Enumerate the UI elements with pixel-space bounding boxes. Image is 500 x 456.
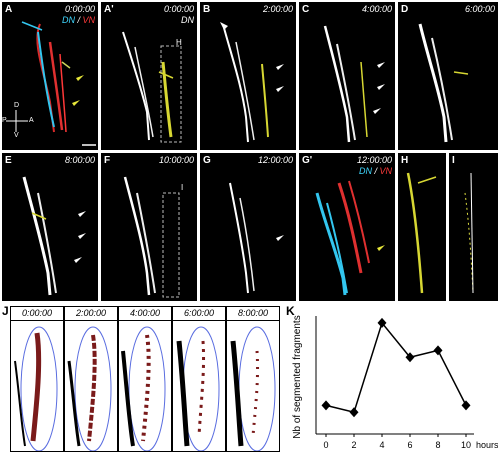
time-label: 8:00:00	[227, 307, 279, 321]
panel-label: A	[5, 4, 13, 15]
time-label: 4:00:00	[119, 307, 171, 321]
panel-h: H	[398, 153, 446, 301]
arrow-icon	[276, 235, 284, 241]
neuron-image-b	[220, 22, 284, 143]
x-tick-label: 10	[461, 440, 471, 450]
panel-g-prime: G' 12:00:00 DN / VN	[299, 153, 395, 301]
panel-label: A'	[104, 4, 114, 15]
time-label: 8:00:00	[64, 155, 95, 165]
x-tick-label: 2	[351, 440, 356, 450]
legend: DN / VN	[61, 15, 95, 25]
panel-j-frame: 8:00:00	[226, 306, 280, 452]
panel-e: E 8:00:00	[2, 153, 98, 301]
time-label: 4:00:00	[361, 4, 392, 14]
arrow-icon	[377, 245, 385, 251]
arrow-icon	[78, 211, 86, 217]
time-label: 10:00:00	[158, 155, 194, 165]
time-label: 0:00:00	[11, 307, 63, 321]
segmentation-image	[14, 326, 58, 451]
legend: DN / VN	[358, 166, 392, 176]
panel-label: B	[203, 4, 211, 15]
arrow-icon	[276, 64, 284, 70]
panel-b: B 2:00:00	[200, 2, 296, 150]
arrow-icon	[377, 62, 385, 68]
panel-i: I	[449, 153, 498, 301]
arrow-icon	[74, 257, 82, 263]
neuron-image-g	[229, 182, 284, 294]
panel-label: D	[401, 4, 409, 15]
x-axis-label: hours	[476, 440, 498, 450]
panel-label: G'	[302, 155, 313, 166]
neuron-image-i	[464, 172, 474, 294]
time-label: 12:00:00	[257, 155, 293, 165]
axis-a-label: A	[29, 117, 34, 124]
panel-label: I	[452, 155, 455, 166]
x-tick-label: 0	[323, 440, 328, 450]
panel-d: D 6:00:00	[398, 2, 498, 150]
arrow-icon	[377, 84, 385, 90]
neuron-image-e	[22, 176, 86, 296]
data-point	[321, 400, 331, 411]
time-label: 2:00:00	[262, 4, 293, 14]
data-point	[377, 317, 387, 328]
box-i-label: I	[181, 183, 184, 192]
panel-j-frame: 4:00:00	[118, 306, 172, 452]
data-point	[433, 345, 443, 356]
panel-label: F	[104, 155, 111, 166]
panel-f: F 10:00:00 I	[101, 153, 197, 301]
data-point	[349, 407, 359, 418]
neuron-image-d	[418, 23, 469, 143]
box-h-label: H	[176, 38, 182, 47]
panel-label: E	[5, 155, 12, 166]
neuron-image-a-prime	[122, 31, 182, 143]
box-i	[162, 192, 180, 298]
panel-a: A 0:00:00 DN / VN D V P A	[2, 2, 98, 150]
neuron-image-g-prime	[315, 180, 385, 296]
segmentation-image	[230, 326, 276, 451]
time-label: 0:00:00	[64, 4, 95, 14]
neuron-image-f	[123, 176, 180, 298]
series-line	[325, 321, 467, 414]
panel-label: G	[203, 155, 211, 166]
legend: DN	[181, 15, 194, 25]
panel-j-frame: 6:00:00	[172, 306, 226, 452]
arrow-icon	[373, 108, 381, 114]
time-label: 6:00:00	[464, 4, 495, 14]
panel-j-frame: 0:00:00	[10, 306, 64, 452]
segmentation-image	[121, 326, 166, 451]
time-label: 12:00:00	[356, 155, 392, 165]
neuron-image-a	[6, 21, 96, 146]
panel-a-prime: A' 0:00:00 DN H	[101, 2, 197, 150]
axis-p-label: P	[2, 117, 7, 124]
x-tick-label: 8	[435, 440, 440, 450]
panel-g: G 12:00:00	[200, 153, 296, 301]
data-point	[461, 400, 471, 411]
time-label: 0:00:00	[163, 4, 194, 14]
segmentation-image	[176, 326, 220, 451]
y-axis-label: Nb of segmented fragments	[292, 315, 303, 438]
axis-d-label: D	[14, 102, 20, 109]
panel-label: C	[302, 4, 310, 15]
time-label: 6:00:00	[173, 307, 225, 321]
segmentation-image	[67, 326, 112, 451]
panel-j-label: J	[2, 304, 9, 318]
arrow-icon	[78, 233, 86, 239]
x-tick-label: 4	[379, 440, 384, 450]
panel-j-frame: 2:00:00	[64, 306, 118, 452]
axis-v-label: V	[14, 132, 19, 139]
data-point	[405, 352, 415, 363]
neuron-image-h	[406, 172, 437, 294]
panel-label: H	[401, 155, 409, 166]
arrow-icon	[72, 100, 80, 106]
arrow-icon	[76, 75, 84, 81]
box-h	[160, 45, 182, 143]
panel-c: C 4:00:00	[299, 2, 395, 150]
time-label: 2:00:00	[65, 307, 117, 321]
x-tick-label: 6	[407, 440, 412, 450]
arrow-icon	[276, 86, 284, 92]
neuron-image-c	[323, 25, 385, 143]
line-chart: Nb of segmented fragments hours 0 2 4 6 8 10	[292, 315, 498, 450]
panel-k-label: K	[286, 304, 295, 318]
